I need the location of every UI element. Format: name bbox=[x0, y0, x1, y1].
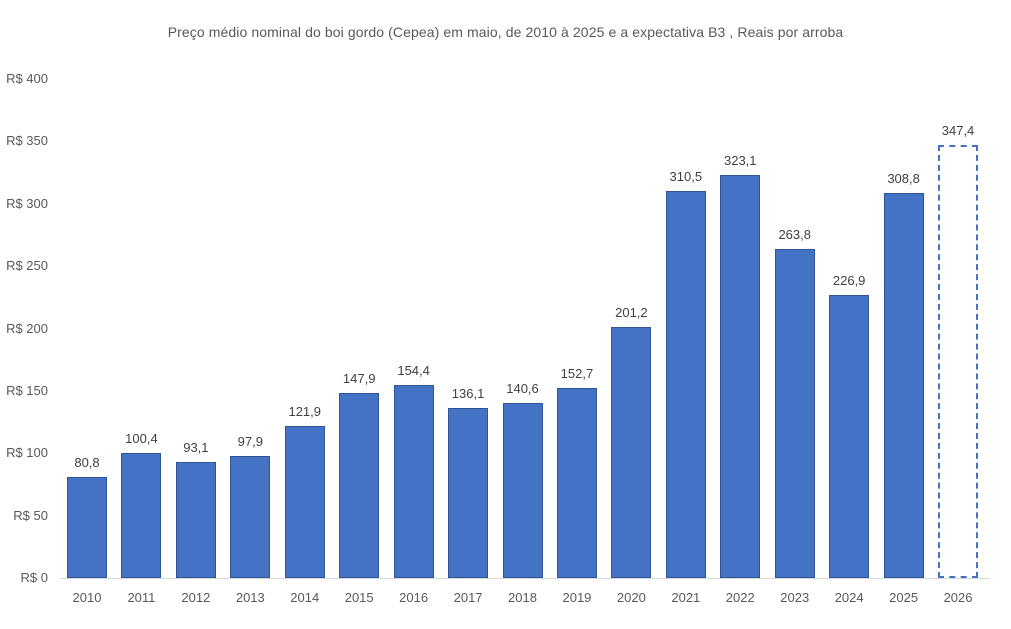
bar-value-label-2025: 308,8 bbox=[887, 170, 920, 186]
bar-2013 bbox=[230, 455, 271, 578]
bar-2015 bbox=[339, 393, 380, 578]
x-tick-label-2016: 2016 bbox=[399, 590, 429, 605]
y-tick-label: R$ 300 bbox=[6, 195, 48, 211]
bar-2016 bbox=[393, 385, 434, 578]
bar-value-label-2012: 93,1 bbox=[183, 439, 209, 455]
y-tick-label: R$ 0 bbox=[20, 570, 48, 585]
bar-2010 bbox=[67, 477, 107, 578]
bar-2014 bbox=[284, 425, 325, 578]
bar-2025 bbox=[883, 192, 924, 578]
x-tick-label-2025: 2025 bbox=[889, 590, 919, 605]
bar-2011 bbox=[121, 452, 162, 578]
x-tick-label-2011: 2011 bbox=[127, 590, 156, 605]
x-tick-label-2014: 2014 bbox=[290, 590, 320, 605]
bar-value-label-2020: 201,2 bbox=[615, 305, 648, 320]
bar-value-label-2023: 263,8 bbox=[778, 226, 811, 242]
bar-2017 bbox=[448, 408, 489, 578]
x-tick-label-2024: 2024 bbox=[834, 590, 864, 605]
bar-2024 bbox=[829, 294, 870, 578]
bar-2023 bbox=[774, 248, 815, 578]
bar-2020 bbox=[611, 327, 652, 578]
bar-2019 bbox=[556, 387, 597, 578]
bar-value-label-2026: 347,4 bbox=[941, 122, 975, 138]
bar-value-label-2022: 323,1 bbox=[723, 152, 757, 168]
x-tick-label-2018: 2018 bbox=[508, 590, 537, 605]
y-tick-label: R$ 150 bbox=[6, 382, 48, 398]
bar-value-label-2010: 80,8 bbox=[74, 455, 100, 471]
x-tick-label-2010: 2010 bbox=[72, 590, 102, 605]
bar-value-label-2014: 121,9 bbox=[288, 403, 322, 419]
bar-value-label-2019: 152,7 bbox=[560, 365, 594, 381]
bar-value-label-2011: 100,4 bbox=[125, 430, 158, 446]
bar-2026 bbox=[938, 144, 979, 578]
bar-2018 bbox=[502, 402, 543, 578]
y-tick-label: R$ 200 bbox=[6, 320, 48, 336]
chart-title: Preço médio nominal do boi gordo (Cepea)… bbox=[167, 24, 844, 40]
x-tick-label-2013: 2013 bbox=[235, 590, 265, 605]
bar-value-label-2016: 154,4 bbox=[397, 363, 430, 379]
x-tick-label-2019: 2019 bbox=[562, 590, 592, 605]
x-tick-label-2015: 2015 bbox=[344, 590, 374, 605]
bar-value-label-2018: 140,6 bbox=[506, 380, 539, 396]
y-tick-label: R$ 50 bbox=[13, 507, 48, 523]
x-tick-label-2023: 2023 bbox=[780, 590, 810, 605]
x-tick-label-2020: 2020 bbox=[616, 590, 646, 605]
bar-2012 bbox=[175, 461, 216, 578]
y-tick-label: R$ 100 bbox=[6, 445, 48, 461]
x-tick-label-2012: 2012 bbox=[181, 590, 211, 605]
bar-value-label-2021: 310,5 bbox=[669, 168, 703, 184]
x-tick-label-2022: 2022 bbox=[725, 590, 755, 605]
bar-value-label-2013: 97,9 bbox=[237, 433, 263, 449]
bar-value-label-2024: 226,9 bbox=[832, 272, 866, 288]
x-tick-label-2017: 2017 bbox=[453, 590, 483, 605]
y-tick-label: R$ 250 bbox=[6, 258, 48, 274]
bar-2022 bbox=[720, 174, 761, 578]
bar-value-label-2015: 147,9 bbox=[342, 371, 376, 387]
x-axis-line bbox=[60, 578, 990, 579]
y-tick-label: R$ 400 bbox=[6, 71, 48, 86]
bar-2021 bbox=[665, 190, 706, 578]
bar-value-label-2017: 136,1 bbox=[451, 386, 485, 402]
x-tick-label-2021: 2021 bbox=[671, 590, 701, 605]
y-tick-label: R$ 350 bbox=[6, 133, 48, 149]
x-tick-label-2026: 2026 bbox=[943, 590, 973, 605]
